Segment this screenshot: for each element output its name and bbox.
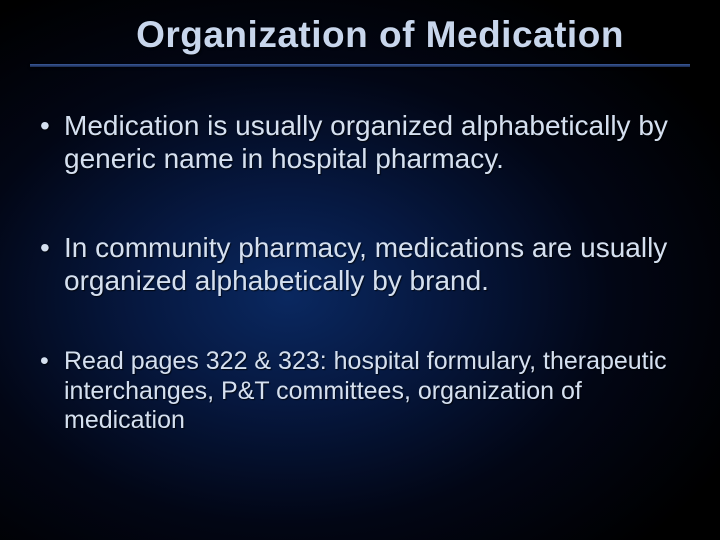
slide-title: Organization of Medication: [30, 14, 690, 56]
bullet-list: Medication is usually organized alphabet…: [30, 109, 690, 436]
title-underline: [30, 64, 690, 67]
bullet-item: In community pharmacy, medications are u…: [36, 231, 690, 297]
bullet-item: Medication is usually organized alphabet…: [36, 109, 690, 175]
slide-container: Organization of Medication Medication is…: [0, 0, 720, 540]
bullet-item: Read pages 322 & 323: hospital formulary…: [36, 347, 690, 436]
